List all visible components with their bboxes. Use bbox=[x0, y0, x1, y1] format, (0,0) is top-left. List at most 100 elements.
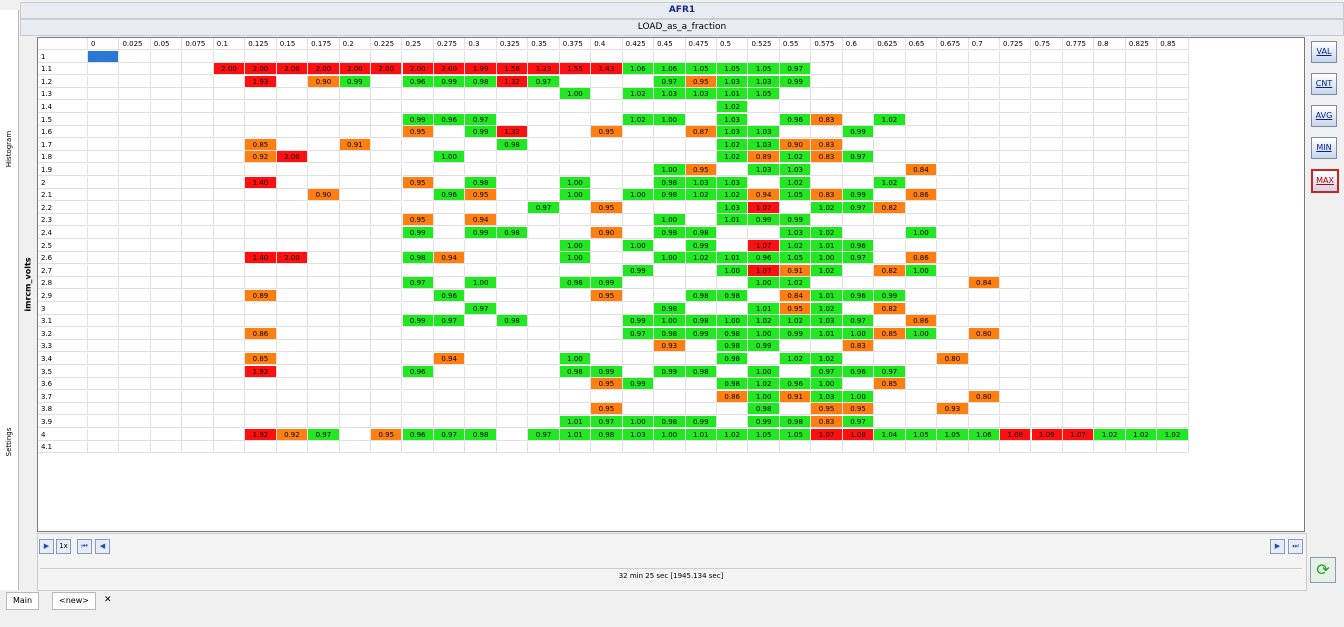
empty-cell[interactable] bbox=[1000, 189, 1032, 202]
empty-cell[interactable] bbox=[245, 164, 277, 176]
empty-cell[interactable] bbox=[213, 403, 246, 416]
value-cell[interactable]: 1.00 bbox=[717, 264, 749, 277]
empty-cell[interactable] bbox=[119, 340, 151, 353]
empty-cell[interactable] bbox=[119, 277, 151, 290]
empty-cell[interactable] bbox=[308, 126, 340, 139]
empty-cell[interactable] bbox=[276, 138, 309, 151]
value-cell[interactable]: 1.02 bbox=[811, 264, 843, 277]
value-cell[interactable]: 1.32 bbox=[496, 75, 529, 88]
empty-cell[interactable] bbox=[496, 176, 529, 189]
empty-cell[interactable] bbox=[245, 88, 277, 101]
value-cell[interactable]: 1.03 bbox=[779, 164, 812, 176]
empty-cell[interactable] bbox=[811, 63, 843, 76]
empty-cell[interactable] bbox=[339, 340, 372, 353]
empty-cell[interactable] bbox=[1031, 239, 1063, 252]
empty-cell[interactable] bbox=[1125, 151, 1158, 164]
value-cell[interactable]: 0.98 bbox=[685, 365, 717, 378]
empty-cell[interactable] bbox=[1125, 277, 1158, 290]
empty-cell[interactable] bbox=[968, 239, 1001, 252]
empty-cell[interactable] bbox=[1000, 441, 1032, 454]
empty-cell[interactable] bbox=[1094, 416, 1126, 428]
empty-cell[interactable] bbox=[905, 214, 938, 227]
empty-cell[interactable] bbox=[968, 264, 1001, 277]
value-cell[interactable]: 0.98 bbox=[685, 290, 717, 302]
empty-cell[interactable] bbox=[496, 403, 529, 416]
empty-cell[interactable] bbox=[88, 88, 120, 101]
empty-cell[interactable] bbox=[433, 264, 466, 277]
empty-cell[interactable] bbox=[213, 302, 246, 315]
empty-cell[interactable] bbox=[339, 353, 372, 365]
empty-cell[interactable] bbox=[150, 126, 183, 139]
empty-cell[interactable] bbox=[465, 378, 497, 391]
empty-cell[interactable] bbox=[968, 201, 1001, 214]
empty-cell[interactable] bbox=[339, 113, 372, 126]
value-cell[interactable]: 1.08 bbox=[842, 428, 875, 441]
empty-cell[interactable] bbox=[150, 75, 183, 88]
empty-cell[interactable] bbox=[308, 302, 340, 315]
empty-cell[interactable] bbox=[465, 264, 497, 277]
empty-cell[interactable] bbox=[559, 113, 592, 126]
value-cell[interactable]: 0.90 bbox=[779, 138, 812, 151]
empty-cell[interactable] bbox=[874, 227, 906, 239]
empty-cell[interactable] bbox=[1000, 315, 1032, 328]
value-cell[interactable]: 1.02 bbox=[748, 315, 780, 328]
value-cell[interactable]: 1.40 bbox=[245, 176, 277, 189]
empty-cell[interactable] bbox=[496, 441, 529, 454]
value-cell[interactable]: 1.05 bbox=[937, 428, 969, 441]
empty-cell[interactable] bbox=[433, 50, 466, 63]
empty-cell[interactable] bbox=[874, 277, 906, 290]
empty-cell[interactable] bbox=[717, 164, 749, 176]
empty-cell[interactable] bbox=[779, 340, 812, 353]
empty-cell[interactable] bbox=[276, 416, 309, 428]
empty-cell[interactable] bbox=[1125, 252, 1158, 265]
empty-cell[interactable] bbox=[245, 416, 277, 428]
empty-cell[interactable] bbox=[88, 252, 120, 265]
value-cell[interactable]: 0.98 bbox=[685, 315, 717, 328]
empty-cell[interactable] bbox=[1125, 88, 1158, 101]
value-cell[interactable]: 1.93 bbox=[245, 75, 277, 88]
value-cell[interactable]: 1.00 bbox=[811, 252, 843, 265]
empty-cell[interactable] bbox=[685, 378, 717, 391]
value-cell[interactable]: 1.02 bbox=[1094, 428, 1126, 441]
empty-cell[interactable] bbox=[685, 50, 717, 63]
empty-cell[interactable] bbox=[905, 50, 938, 63]
empty-cell[interactable] bbox=[1062, 201, 1095, 214]
empty-cell[interactable] bbox=[308, 50, 340, 63]
empty-cell[interactable] bbox=[717, 50, 749, 63]
empty-cell[interactable] bbox=[308, 277, 340, 290]
empty-cell[interactable] bbox=[245, 340, 277, 353]
value-cell[interactable]: 1.03 bbox=[685, 88, 717, 101]
empty-cell[interactable] bbox=[1062, 176, 1095, 189]
empty-cell[interactable] bbox=[182, 403, 214, 416]
value-cell[interactable]: 1.03 bbox=[811, 315, 843, 328]
empty-cell[interactable] bbox=[1000, 353, 1032, 365]
empty-cell[interactable] bbox=[1062, 227, 1095, 239]
empty-cell[interactable] bbox=[559, 164, 592, 176]
empty-cell[interactable] bbox=[433, 164, 466, 176]
value-cell[interactable]: 0.97 bbox=[842, 151, 875, 164]
value-cell[interactable]: 0.98 bbox=[496, 315, 529, 328]
empty-cell[interactable] bbox=[1031, 264, 1063, 277]
empty-cell[interactable] bbox=[182, 277, 214, 290]
empty-cell[interactable] bbox=[1094, 50, 1126, 63]
empty-cell[interactable] bbox=[1031, 315, 1063, 328]
empty-cell[interactable] bbox=[748, 290, 780, 302]
empty-cell[interactable] bbox=[465, 138, 497, 151]
empty-cell[interactable] bbox=[339, 327, 372, 340]
empty-cell[interactable] bbox=[748, 227, 780, 239]
empty-cell[interactable] bbox=[339, 441, 372, 454]
empty-cell[interactable] bbox=[528, 315, 560, 328]
empty-cell[interactable] bbox=[1031, 75, 1063, 88]
empty-cell[interactable] bbox=[88, 264, 120, 277]
empty-cell[interactable] bbox=[371, 252, 403, 265]
empty-cell[interactable] bbox=[622, 126, 655, 139]
value-cell[interactable]: 1.55 bbox=[559, 63, 592, 76]
value-cell[interactable]: 1.01 bbox=[811, 327, 843, 340]
value-cell[interactable]: 0.90 bbox=[308, 189, 340, 202]
empty-cell[interactable] bbox=[276, 378, 309, 391]
mode-button[interactable]: MAX bbox=[1311, 169, 1339, 193]
value-cell[interactable]: 0.91 bbox=[339, 138, 372, 151]
value-cell[interactable]: 1.06 bbox=[968, 428, 1001, 441]
empty-cell[interactable] bbox=[1094, 353, 1126, 365]
empty-cell[interactable] bbox=[622, 353, 655, 365]
